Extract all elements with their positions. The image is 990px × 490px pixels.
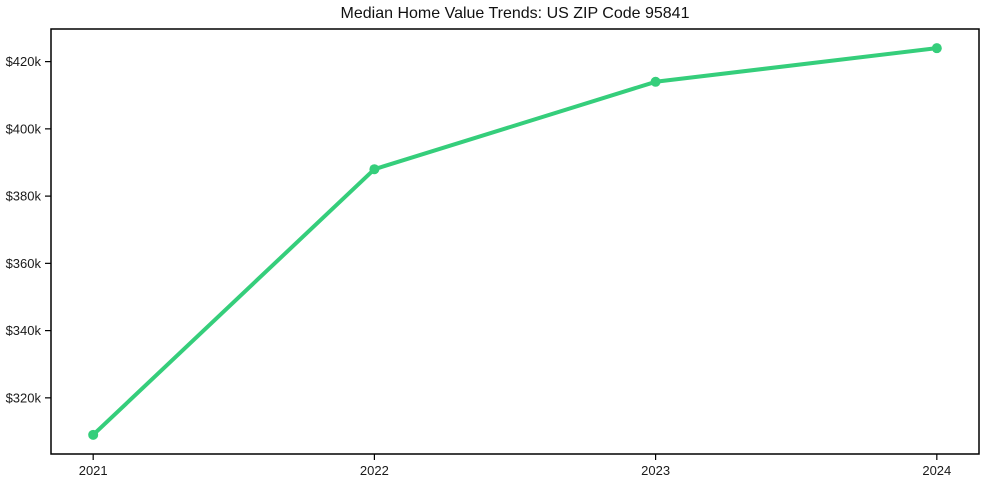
x-tick-label: 2023 xyxy=(641,463,670,478)
trend-line xyxy=(91,46,939,437)
data-point-marker xyxy=(931,43,942,54)
data-point-marker xyxy=(650,76,661,87)
chart-title: Median Home Value Trends: US ZIP Code 95… xyxy=(340,5,690,22)
x-tick-label: 2021 xyxy=(79,463,108,478)
y-tick-label: $400k xyxy=(6,121,42,136)
y-tick-label: $380k xyxy=(6,189,42,204)
data-point-marker xyxy=(369,164,380,175)
plot-border xyxy=(50,28,980,455)
y-tick-label: $320k xyxy=(6,390,42,405)
y-tick-label: $360k xyxy=(6,256,42,271)
data-point-marker xyxy=(88,429,99,440)
x-tick-label: 2024 xyxy=(922,463,951,478)
y-tick-label: $340k xyxy=(6,323,42,338)
x-tick-label: 2022 xyxy=(360,463,389,478)
y-tick-label: $420k xyxy=(6,54,42,69)
